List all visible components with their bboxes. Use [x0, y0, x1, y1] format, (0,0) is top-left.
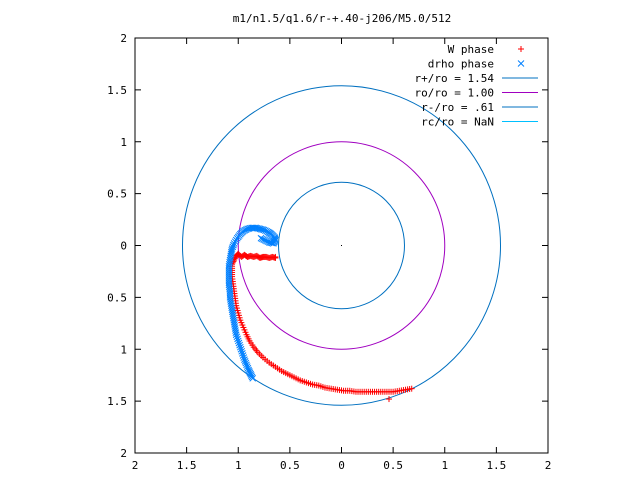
drho-phase-point	[239, 352, 247, 359]
x-tick-label: 0	[338, 459, 345, 472]
legend-entry: rc/ro = NaN	[421, 116, 538, 129]
drho-phase-point	[229, 243, 237, 251]
drho-phase-point	[237, 345, 245, 353]
radius-circle-2	[278, 181, 405, 310]
drho-phase-point	[234, 337, 242, 345]
drho-phase-point	[257, 234, 265, 242]
y-tick-label: 1.5	[107, 84, 127, 97]
drho-phase-point	[242, 359, 250, 367]
drho-phase-point	[239, 350, 246, 357]
series-0	[229, 250, 415, 403]
x-tick-label: 1	[235, 459, 242, 472]
radius-circle-0	[181, 85, 502, 406]
y-tick-label: 1.5	[107, 395, 127, 408]
x-tick-label: 2	[545, 459, 552, 472]
drho-phase-point	[233, 333, 241, 341]
y-tick-label: 2	[120, 32, 127, 45]
drho-phase-point	[245, 366, 252, 374]
circles-layer	[181, 85, 502, 406]
y-tick-label: 2	[120, 447, 127, 460]
drho-phase-point	[228, 245, 236, 252]
drho-phase-point	[236, 343, 244, 351]
drho-phase-point	[230, 241, 237, 249]
drho-phase-point	[241, 358, 249, 365]
y-tick-label: 0.5	[107, 291, 127, 304]
y-tick-label: 0	[120, 240, 127, 253]
w-phase-point	[272, 253, 279, 260]
y-tick-label: 0.5	[107, 188, 127, 201]
drho-phase-point	[238, 347, 246, 355]
x-tick-label: 0.5	[280, 459, 300, 472]
x-tick-label: 1.5	[177, 459, 197, 472]
y-tick-label: 1	[120, 343, 127, 356]
drho-phase-point	[236, 341, 243, 349]
legend-cross-marker	[517, 60, 525, 67]
legend-entry: W phase	[448, 43, 524, 56]
legend-entry: r-/ro = .61	[421, 101, 538, 114]
series-layer	[225, 224, 415, 403]
series-1	[225, 224, 279, 382]
drho-phase-point	[243, 361, 250, 369]
x-tick-label: 0.5	[383, 459, 403, 472]
drho-phase-point	[235, 339, 243, 347]
legend-label: rc/ro = NaN	[421, 116, 494, 129]
legend-label: r+/ro = 1.54	[415, 72, 495, 85]
origin-dot	[341, 245, 342, 246]
legend-plus-marker	[518, 46, 524, 52]
w-phase-point	[385, 396, 392, 403]
legend-label: ro/ro = 1.00	[415, 87, 494, 100]
drho-phase-point	[234, 335, 241, 343]
x-tick-label: 1.5	[486, 459, 506, 472]
legend-entry: ro/ro = 1.00	[415, 87, 538, 100]
legend-label: drho phase	[428, 58, 494, 71]
x-tick-label: 2	[132, 459, 139, 472]
legend-label: r-/ro = .61	[421, 101, 494, 114]
drho-phase-point	[243, 363, 251, 370]
chart-title: m1/n1.5/q1.6/r-+.40-j206/M5.0/512	[233, 12, 452, 25]
radius-circle-1	[237, 141, 446, 350]
x-tick-label: 1	[441, 459, 448, 472]
drho-phase-point	[241, 356, 248, 363]
ticks-layer: 2 1.5 1 0.5 0 0.5 1 1.5 221.510.500.511.52	[107, 32, 551, 472]
drho-phase-point	[244, 364, 252, 372]
legend-entry: r+/ro = 1.54	[415, 72, 538, 85]
legend-entry: drho phase	[428, 58, 525, 71]
drho-phase-point	[240, 354, 248, 361]
y-tick-label: 1	[120, 136, 127, 149]
legend-label: W phase	[448, 43, 494, 56]
